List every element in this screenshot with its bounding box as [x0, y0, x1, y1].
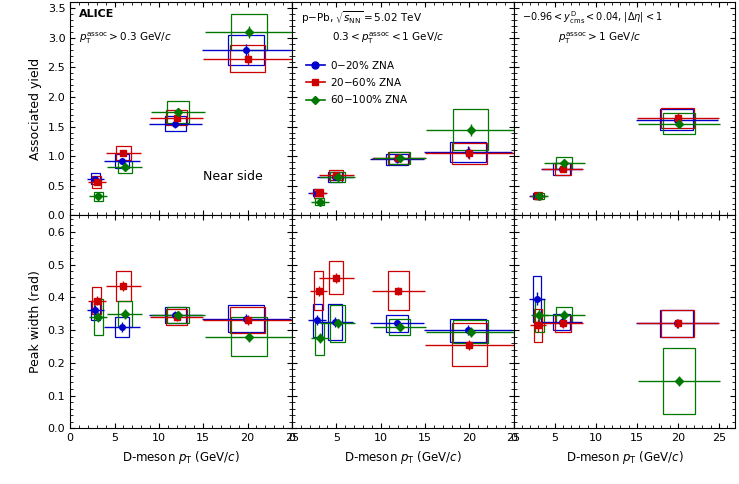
Y-axis label: Associated yield: Associated yield [29, 58, 42, 160]
Bar [167, 101, 188, 122]
Bar [115, 154, 129, 168]
Bar [228, 35, 264, 64]
Bar [329, 261, 344, 294]
Bar [165, 307, 186, 323]
Bar [116, 146, 131, 160]
Bar [388, 152, 409, 164]
Bar [316, 198, 324, 205]
Bar [118, 301, 132, 327]
Bar [453, 109, 488, 151]
Bar [660, 310, 693, 336]
Bar [555, 315, 571, 332]
Bar [663, 113, 695, 135]
Bar [314, 189, 323, 197]
Bar [452, 143, 487, 164]
Bar [554, 163, 570, 175]
Text: p$-$Pb, $\sqrt{s_\mathrm{NN}} = 5.02$ TeV: p$-$Pb, $\sqrt{s_\mathrm{NN}} = 5.02$ Te… [301, 9, 422, 26]
X-axis label: D-meson $p_{\mathrm{T}}$ (GeV/$c$): D-meson $p_{\mathrm{T}}$ (GeV/$c$) [344, 449, 462, 466]
Bar [94, 192, 103, 201]
Bar [91, 301, 100, 320]
Bar [330, 172, 344, 182]
Bar [450, 318, 486, 342]
X-axis label: D-meson $p_{\mathrm{T}}$ (GeV/$c$): D-meson $p_{\mathrm{T}}$ (GeV/$c$) [565, 449, 684, 466]
Bar [230, 307, 265, 333]
Bar [661, 108, 694, 128]
Bar [314, 271, 323, 310]
Bar [450, 142, 486, 162]
Bar [313, 304, 321, 336]
Bar [660, 109, 693, 130]
Bar [388, 271, 409, 310]
Bar [316, 322, 324, 355]
Bar [116, 271, 131, 301]
Bar [556, 157, 572, 169]
Bar [534, 309, 542, 342]
Bar [231, 14, 267, 50]
Bar [661, 310, 694, 336]
Bar [228, 305, 264, 332]
Bar [118, 161, 132, 173]
Bar [556, 307, 572, 323]
Text: $p_\mathrm{T}^\mathrm{assoc} > 1$ GeV/$c$: $p_\mathrm{T}^\mathrm{assoc} > 1$ GeV/$c… [558, 30, 641, 45]
Bar [115, 317, 129, 336]
Bar [386, 154, 408, 165]
Bar [389, 152, 410, 164]
Bar [452, 323, 487, 366]
Bar [92, 287, 101, 314]
Bar [313, 189, 321, 197]
Bar [92, 176, 101, 188]
Legend: 0$-$20% ZNA, 20$-$60% ZNA, 60$-$100% ZNA: 0$-$20% ZNA, 20$-$60% ZNA, 60$-$100% ZNA [306, 59, 409, 105]
Bar [167, 307, 188, 323]
Bar [554, 314, 570, 330]
Bar [534, 192, 542, 199]
Bar [533, 276, 541, 322]
Bar [535, 299, 544, 332]
X-axis label: D-meson $p_{\mathrm{T}}$ (GeV/$c$): D-meson $p_{\mathrm{T}}$ (GeV/$c$) [122, 449, 240, 466]
Bar [386, 315, 408, 332]
Bar [165, 116, 186, 131]
Bar [166, 309, 187, 325]
Bar [231, 317, 267, 356]
Bar [230, 45, 265, 72]
Bar [533, 193, 541, 199]
Bar [328, 172, 342, 182]
Y-axis label: Peak width (rad): Peak width (rad) [29, 271, 42, 373]
Text: $p_\mathrm{T}^\mathrm{assoc} > 0.3$ GeV/$c$: $p_\mathrm{T}^\mathrm{assoc} > 0.3$ GeV/… [79, 30, 172, 45]
Text: $0.3 < p_\mathrm{T}^\mathrm{assoc} < 1$ GeV/$c$: $0.3 < p_\mathrm{T}^\mathrm{assoc} < 1$ … [332, 30, 444, 45]
Bar [328, 304, 342, 340]
Bar [389, 318, 410, 335]
Bar [663, 348, 695, 414]
Text: Near side: Near side [203, 170, 263, 183]
Text: $-0.96 < y_\mathrm{cms}^\mathrm{D} < 0.04$, $|\Delta\eta| < 1$: $-0.96 < y_\mathrm{cms}^\mathrm{D} < 0.0… [522, 9, 663, 26]
Bar [555, 163, 571, 175]
Text: ALICE: ALICE [79, 9, 115, 19]
Bar [535, 193, 544, 199]
Bar [166, 110, 187, 125]
Bar [94, 299, 103, 335]
Bar [330, 305, 344, 342]
Bar [329, 170, 344, 181]
Bar [453, 320, 488, 343]
Bar [91, 173, 100, 184]
